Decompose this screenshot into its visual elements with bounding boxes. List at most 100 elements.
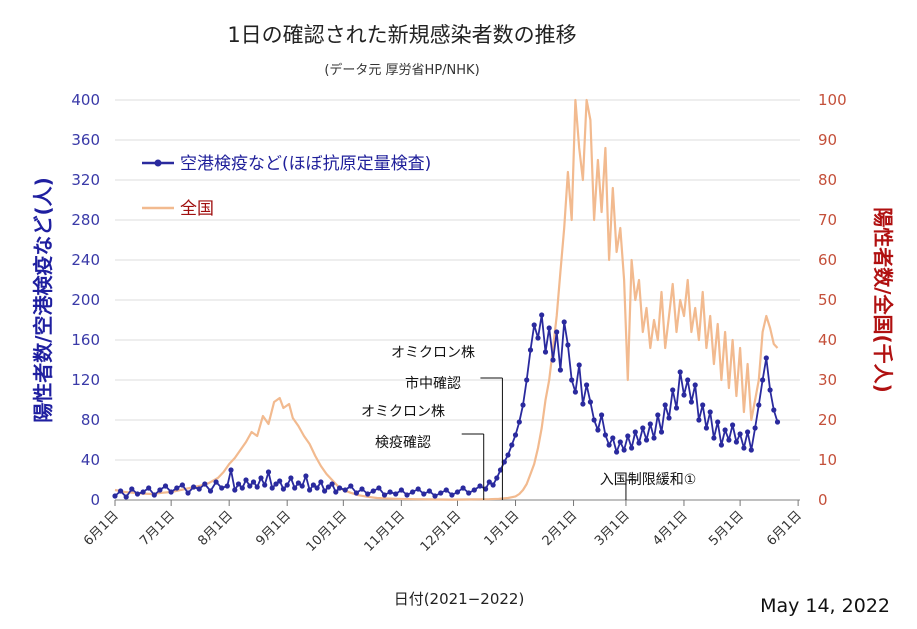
series-airport-point (606, 442, 612, 448)
series-airport-point (670, 387, 676, 393)
series-airport-point (310, 482, 316, 488)
series-airport-point (542, 349, 549, 355)
series-airport-point (376, 485, 382, 491)
series-airport-point (387, 489, 393, 495)
series-airport-point (224, 483, 230, 489)
series-airport-point (254, 484, 260, 490)
series-airport-point (580, 401, 586, 407)
series-airport-point (531, 322, 537, 328)
series-airport-point (636, 440, 642, 446)
legend-label-national: 全国 (180, 199, 214, 219)
series-airport-point (202, 481, 208, 487)
series-airport-point (318, 479, 324, 485)
series-airport-point (329, 481, 335, 487)
y-tick-left-label: 400 (71, 91, 100, 109)
y-tick-right-label: 10 (818, 451, 837, 469)
y-tick-right-label: 50 (818, 291, 837, 309)
series-airport-point (288, 475, 294, 481)
series-airport-point (572, 389, 579, 395)
series-airport-point (477, 483, 483, 489)
series-airport-point (393, 491, 399, 497)
series-airport-point (381, 492, 388, 498)
series-airport-point (539, 312, 545, 318)
series-airport-point (763, 355, 769, 361)
series-airport-point (277, 478, 283, 484)
x-tick-label: 8月1日 (195, 508, 236, 549)
annotation-text: 入国制限緩和① (600, 472, 697, 488)
x-tick-label: 5月1日 (706, 508, 747, 549)
series-airport-point (232, 487, 238, 493)
series-airport-point (614, 449, 620, 455)
series-airport-point (426, 488, 432, 494)
series-airport-point (365, 491, 371, 497)
series-airport-point (673, 405, 680, 411)
y-tick-right-label: 30 (818, 371, 837, 389)
y-tick-right-label: 100 (818, 91, 847, 109)
series-airport-point (174, 485, 180, 491)
series-airport-point (501, 459, 507, 465)
series-airport-point (771, 407, 777, 413)
series-airport-point (696, 417, 702, 423)
series-airport-point (658, 429, 665, 435)
series-airport-point (250, 479, 257, 485)
series-airport-point (490, 482, 496, 488)
series-airport-point (353, 490, 359, 496)
series-airport-point (466, 490, 472, 496)
series-airport-point (516, 419, 522, 425)
y-axis-label-right: 陽性者数/全国(千人) (871, 207, 895, 393)
series-airport-point (554, 329, 560, 335)
series-airport-point (557, 367, 564, 373)
y-tick-left-label: 200 (71, 291, 100, 309)
y-tick-left-label: 240 (71, 251, 100, 269)
x-tick-label: 6月1日 (764, 508, 805, 549)
series-airport-point (123, 494, 129, 500)
series-airport-point (774, 419, 781, 425)
series-airport-point (284, 482, 290, 488)
series-airport-point (415, 486, 421, 492)
series-airport-point (569, 377, 575, 383)
series-airport-point (666, 415, 672, 421)
series-airport-point (432, 493, 438, 499)
series-airport-point (756, 402, 762, 408)
series-airport-point (262, 482, 268, 488)
series-airport-point (737, 431, 743, 437)
series-airport-point (295, 480, 301, 486)
series-airport-point (118, 488, 124, 494)
grid-lines (115, 99, 800, 461)
series-airport-point (550, 357, 556, 363)
series-airport-point (410, 489, 416, 495)
series-airport-point (632, 429, 638, 435)
series-airport-point (292, 485, 298, 491)
series-airport-point (168, 489, 174, 495)
series-airport-point (359, 486, 365, 492)
series-airport-point (269, 485, 275, 491)
x-axis-label: 日付(2021−2022) (394, 590, 525, 608)
series-airport-point (483, 486, 489, 492)
series-airport-point (112, 493, 118, 499)
series-airport-point (527, 347, 534, 353)
y-ticks-right: 0 10 20 30 40 50 60 70 80 90 100 (818, 91, 847, 509)
series-airport-point (647, 421, 653, 427)
x-tick-label: 9月1日 (253, 508, 294, 549)
series-airport-point (370, 488, 376, 494)
series-airport-point (752, 425, 758, 431)
y-tick-right-label: 40 (818, 331, 837, 349)
series-airport-point (228, 467, 234, 473)
series-airport-point (191, 484, 197, 490)
series-airport-point (239, 485, 245, 491)
series-airport-point (730, 422, 736, 428)
series-airport-point (576, 362, 582, 368)
y-tick-left-label: 0 (90, 491, 100, 509)
series-airport (112, 312, 781, 500)
series-airport-point (733, 439, 740, 445)
y-tick-left-label: 80 (81, 411, 100, 429)
series-airport-point (258, 475, 264, 481)
series-airport-point (587, 399, 594, 405)
series-airport-point (703, 425, 710, 431)
series-airport-point (314, 485, 320, 491)
series-airport-point (692, 382, 698, 388)
series-airport-point (438, 490, 444, 496)
series-airport-point (342, 487, 348, 493)
series-airport-point (535, 335, 541, 341)
series-national-line (114, 98, 779, 501)
